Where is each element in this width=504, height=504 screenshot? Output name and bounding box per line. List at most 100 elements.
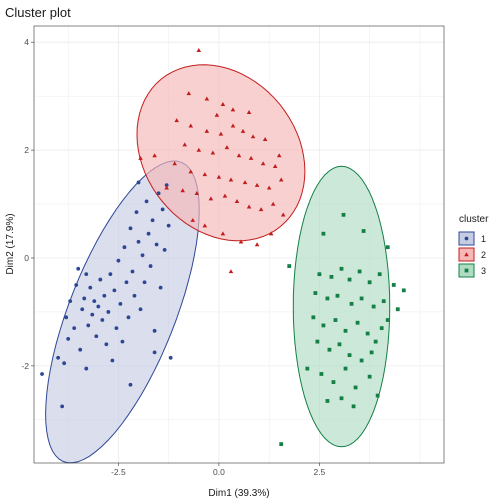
x-axis-ticks: -2.5 0.0 2.5 <box>111 463 326 477</box>
cluster-1-point <box>118 301 123 306</box>
cluster-1-point <box>108 272 113 277</box>
cluster-2-point <box>280 212 286 217</box>
cluster-3-point <box>385 318 390 322</box>
cluster-3-point <box>371 304 376 309</box>
cluster-3-point <box>395 307 400 312</box>
cluster-3-point <box>359 296 364 301</box>
cluster-2-point <box>164 185 169 190</box>
cluster-3-point <box>375 393 380 398</box>
cluster-3-point <box>351 404 356 409</box>
x-tick-label: 2.5 <box>313 467 325 477</box>
cluster-2-point <box>196 47 202 52</box>
cluster-3-point <box>401 288 406 293</box>
cluster-3-point <box>335 293 340 298</box>
cluster-3-point <box>339 266 344 271</box>
cluster-3-point <box>343 366 348 371</box>
cluster-2-point <box>216 174 222 179</box>
cluster-1-point <box>162 247 167 252</box>
cluster-1-point <box>56 355 61 360</box>
cluster-1-point <box>74 283 79 287</box>
cluster-1-point <box>166 223 171 228</box>
data-points <box>40 47 406 447</box>
cluster-3-point <box>331 380 336 384</box>
legend-label-3: 3 <box>481 266 486 276</box>
cluster-1-point <box>114 326 119 331</box>
cluster-3-point <box>367 280 372 285</box>
cluster-1-point <box>148 264 153 268</box>
cluster-2-point <box>186 91 192 96</box>
cluster-1-point <box>78 347 83 352</box>
cluster-2-point <box>254 242 260 247</box>
cluster-3-point <box>347 277 352 282</box>
cluster-2-point <box>214 112 220 117</box>
cluster-1-point <box>102 293 107 298</box>
cluster-3-point <box>305 366 310 371</box>
cluster-1-point <box>96 304 101 309</box>
cluster-2-point <box>172 161 177 166</box>
cluster-2-point <box>254 182 260 187</box>
cluster-2-point <box>194 190 200 195</box>
cluster-3-point <box>329 274 334 279</box>
cluster-3-point <box>311 315 316 320</box>
cluster-1-point <box>64 315 69 320</box>
cluster-1-point <box>60 404 65 409</box>
cluster-3-point <box>343 328 348 333</box>
y-tick-label: 2 <box>24 145 29 155</box>
cluster-1-point <box>168 355 173 360</box>
cluster-3-point <box>349 301 354 306</box>
cluster-2-point <box>228 177 234 182</box>
cluster-2-point <box>202 223 208 228</box>
cluster-1-point <box>40 372 44 376</box>
cluster-2-ellipse <box>136 64 306 242</box>
cluster-2-point <box>268 231 274 236</box>
cluster-1-point <box>100 318 105 322</box>
cluster-2-point <box>250 134 256 139</box>
cluster-2-point <box>182 142 188 147</box>
cluster-1-point <box>120 339 125 344</box>
cluster-1-point <box>160 207 165 212</box>
cluster-1-point <box>134 210 139 215</box>
cluster-3-point <box>321 323 326 328</box>
cluster-2-point <box>204 96 210 101</box>
cluster-3-point <box>347 353 352 357</box>
cluster-2-point <box>220 101 226 106</box>
cluster-2-point <box>272 163 278 168</box>
cluster-3-point <box>365 331 370 336</box>
cluster-2-point <box>204 128 210 133</box>
cluster-1-point <box>154 242 159 247</box>
cluster-1-point <box>92 299 97 304</box>
cluster-1-point <box>106 310 111 314</box>
cluster-1-point <box>72 326 77 331</box>
cluster-1-ellipse <box>45 160 200 464</box>
cluster-1-point <box>128 226 133 231</box>
cluster-3-point <box>321 231 326 236</box>
cluster-3-point <box>337 342 342 347</box>
cluster-1-point <box>164 183 169 188</box>
chart-title: Cluster plot <box>5 5 71 20</box>
cluster-2-point <box>230 123 236 128</box>
cluster-3-point <box>279 442 284 447</box>
cluster-3-point <box>325 296 330 301</box>
cluster-1-point <box>88 285 93 290</box>
cluster-2-point <box>174 118 179 123</box>
cluster-3-point <box>377 272 382 277</box>
legend-title: cluster <box>459 214 489 225</box>
cluster-2-point <box>222 193 228 198</box>
x-tick-label: -2.5 <box>111 467 126 477</box>
cluster-1-point <box>144 199 149 204</box>
cluster-1-point <box>136 180 141 185</box>
cluster-1-point <box>90 312 95 317</box>
cluster-1-point <box>150 218 155 223</box>
cluster-3-point <box>313 291 318 295</box>
legend-symbol-1 <box>464 236 469 241</box>
cluster-1-point <box>126 315 131 320</box>
cluster-1-point <box>86 323 91 328</box>
cluster-2-point <box>260 161 266 166</box>
y-axis-ticks: -2 0 2 4 <box>21 37 34 371</box>
cluster-3-point <box>391 283 396 287</box>
cluster-1-point <box>138 307 143 312</box>
cluster-1-point <box>122 245 127 250</box>
cluster-ellipses <box>45 64 391 464</box>
cluster-2-point <box>266 185 272 190</box>
